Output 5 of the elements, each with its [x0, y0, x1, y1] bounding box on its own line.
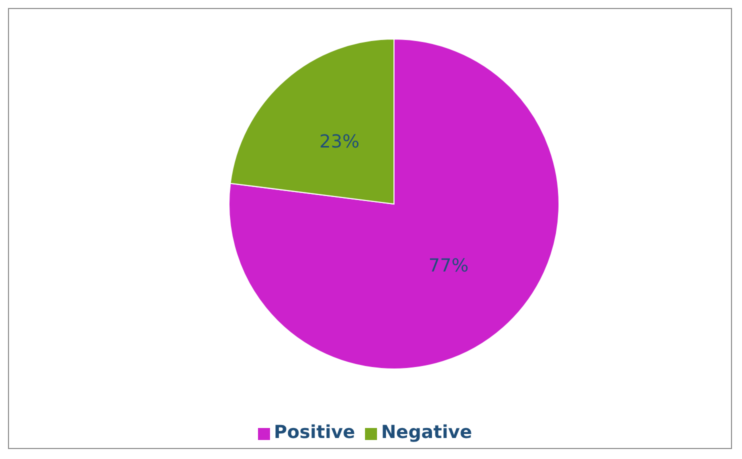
legend-label: Negative [381, 422, 472, 443]
pie-slice [228, 38, 560, 370]
data-label: 77% [428, 255, 469, 276]
data-label: 23% [319, 132, 360, 153]
legend-label: Positive [274, 422, 356, 443]
